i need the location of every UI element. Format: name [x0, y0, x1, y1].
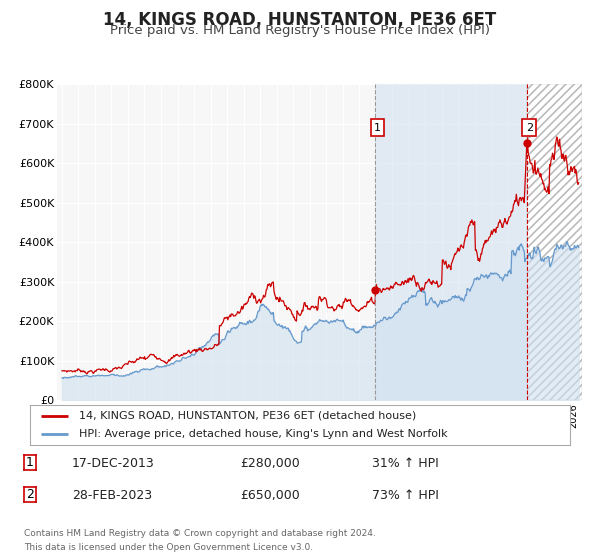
- Text: Contains HM Land Registry data © Crown copyright and database right 2024.: Contains HM Land Registry data © Crown c…: [24, 529, 376, 538]
- Text: 17-DEC-2013: 17-DEC-2013: [72, 457, 155, 470]
- Bar: [527, 84, 582, 400]
- Bar: [375, 84, 527, 400]
- Text: This data is licensed under the Open Government Licence v3.0.: This data is licensed under the Open Gov…: [24, 543, 313, 552]
- Text: 2: 2: [526, 123, 533, 133]
- Text: 2: 2: [26, 488, 34, 501]
- Text: 31% ↑ HPI: 31% ↑ HPI: [372, 457, 439, 470]
- Text: 73% ↑ HPI: 73% ↑ HPI: [372, 489, 439, 502]
- Text: 1: 1: [374, 123, 381, 133]
- Text: HPI: Average price, detached house, King's Lynn and West Norfolk: HPI: Average price, detached house, King…: [79, 430, 447, 439]
- Text: 1: 1: [26, 456, 34, 469]
- Text: 14, KINGS ROAD, HUNSTANTON, PE36 6ET: 14, KINGS ROAD, HUNSTANTON, PE36 6ET: [103, 11, 497, 29]
- Text: Price paid vs. HM Land Registry's House Price Index (HPI): Price paid vs. HM Land Registry's House …: [110, 24, 490, 36]
- Bar: [527, 84, 582, 400]
- Text: 14, KINGS ROAD, HUNSTANTON, PE36 6ET (detached house): 14, KINGS ROAD, HUNSTANTON, PE36 6ET (de…: [79, 411, 416, 421]
- Text: 28-FEB-2023: 28-FEB-2023: [72, 489, 152, 502]
- Text: £650,000: £650,000: [240, 489, 300, 502]
- Text: £280,000: £280,000: [240, 457, 300, 470]
